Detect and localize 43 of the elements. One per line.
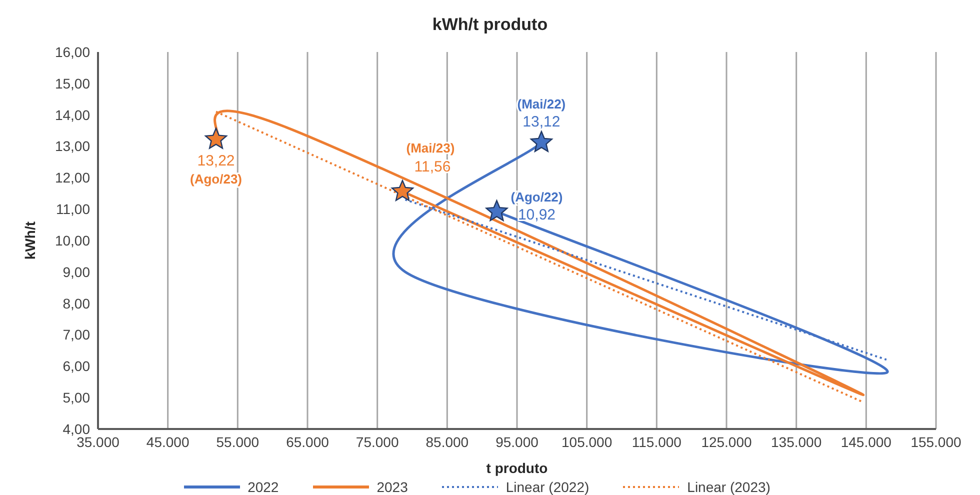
y-tick-label: 8,00: [62, 295, 90, 312]
y-tick-label: 11,00: [56, 201, 90, 218]
x-tick-label: 45.000: [146, 434, 190, 450]
annotation: (Ago/23): [190, 171, 242, 186]
y-axis-title: kWh/t: [22, 221, 38, 260]
legend-label: Linear (2023): [686, 479, 770, 495]
legend-label: 2022: [246, 479, 279, 495]
x-tick-label: 155.000: [910, 434, 962, 450]
y-tick-label: 16,00: [54, 44, 90, 60]
annotation: (Mai/22): [517, 96, 566, 112]
x-tick-label: 85.000: [426, 434, 469, 450]
y-tick-label: 9,00: [62, 264, 90, 280]
x-tick-label: 125.000: [701, 434, 752, 450]
y-tick-label: 5,00: [62, 390, 90, 406]
chart-title: kWh/t produto: [431, 14, 549, 36]
x-tick-label: 55.000: [216, 434, 260, 450]
data-label: 13,22: [197, 152, 235, 170]
data-label: 10,92: [518, 206, 556, 224]
legend-label: 2023: [376, 479, 408, 495]
point: [391, 180, 414, 201]
y-tick-label: 7,00: [62, 326, 90, 343]
x-tick-label: 145.000: [840, 434, 892, 450]
point: [486, 200, 508, 222]
y-tick-label: 14,00: [54, 106, 90, 123]
annotation: (Mai/23): [406, 140, 455, 156]
y-tick-label: 6,00: [62, 358, 90, 374]
legend-label: Linear (2022): [504, 479, 590, 495]
data-label: 13,12: [522, 113, 560, 130]
y-tick-label: 12,00: [54, 170, 90, 186]
y-tick-label: 10,00: [54, 232, 90, 248]
x-tick-label: 135.000: [771, 434, 822, 450]
x-tick-label: 105.000: [562, 434, 612, 450]
y-tick-label: 15,00: [54, 75, 90, 92]
annotation: (Ago/22): [510, 190, 563, 205]
x-tick-label: 75.000: [356, 434, 399, 450]
y-tick-label: 13,00: [54, 138, 90, 154]
x-tick-label: 65.000: [286, 434, 330, 450]
x-axis-title: t produto: [486, 460, 548, 476]
x-tick-label: 115.000: [632, 434, 682, 450]
point: [530, 130, 552, 152]
data-label: 11,56: [414, 158, 451, 176]
point: [204, 128, 228, 149]
x-tick-label: 95.000: [496, 434, 539, 450]
